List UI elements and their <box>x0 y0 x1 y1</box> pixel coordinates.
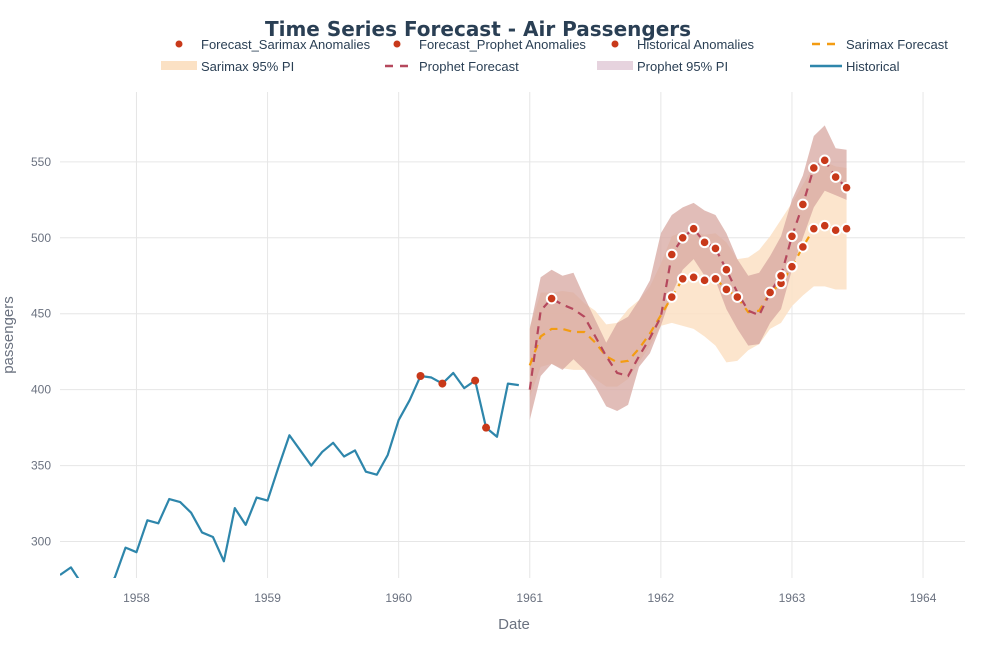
prophet-anomaly-point <box>676 232 689 244</box>
legend-item-historical: Historical <box>810 59 900 74</box>
y-tick-label: 450 <box>31 307 51 321</box>
sarimax-anomaly-point <box>764 286 776 299</box>
y-tick-label: 500 <box>31 231 51 245</box>
sarimax-anomaly-point <box>720 283 733 296</box>
y-tick-label: 400 <box>31 383 51 397</box>
sarimax-anomaly-point <box>786 260 798 273</box>
legend-item-sarimax-pi: Sarimax 95% PI <box>161 59 294 74</box>
y-axis-ticks: 300 350 400 450 500 550 <box>31 155 51 549</box>
legend-label: Forecast_Prophet Anomalies <box>419 37 586 52</box>
legend-label: Sarimax 95% PI <box>201 59 294 74</box>
x-tick-label: 1964 <box>910 591 937 605</box>
legend-label: Historical Anomalies <box>637 37 755 52</box>
legend-dot-icon <box>175 40 183 48</box>
legend-item-hist-anom: Historical Anomalies <box>611 37 755 52</box>
x-tick-label: 1959 <box>254 591 281 605</box>
sarimax-anomaly-point <box>840 222 853 235</box>
prophet-anomaly-point <box>775 269 787 282</box>
x-tick-label: 1958 <box>123 591 150 605</box>
plot-area <box>60 125 853 578</box>
prophet-anomaly-point <box>665 248 678 261</box>
legend-item-sarimax-anom: Forecast_Sarimax Anomalies <box>175 37 371 52</box>
y-axis-title: passengers <box>0 296 17 374</box>
sarimax-anomaly-point <box>709 273 722 285</box>
legend-item-prophet-anom: Forecast_Prophet Anomalies <box>393 37 586 52</box>
legend: Forecast_Sarimax Anomalies Forecast_Proph… <box>161 37 948 74</box>
x-axis-ticks: 1958 1959 1960 1961 1962 1963 1964 <box>123 591 937 605</box>
prophet-anomaly-point <box>698 236 711 249</box>
sarimax-anomaly-point <box>829 224 842 237</box>
legend-band-icon <box>161 61 197 70</box>
historical-line <box>60 371 519 578</box>
sarimax-anomaly-point <box>808 222 820 235</box>
y-tick-label: 300 <box>31 535 51 549</box>
chart-title: Time Series Forecast - Air Passengers <box>265 17 691 41</box>
y-tick-label: 350 <box>31 459 51 473</box>
x-tick-label: 1960 <box>385 591 412 605</box>
legend-band-icon <box>597 61 633 70</box>
legend-label: Sarimax Forecast <box>846 37 948 52</box>
prophet-anomaly-point <box>797 198 809 211</box>
prophet-anomaly-point <box>840 181 853 194</box>
x-tick-label: 1962 <box>648 591 675 605</box>
legend-dot-icon <box>393 40 401 48</box>
x-tick-label: 1963 <box>779 591 806 605</box>
prophet-anomaly-point <box>808 162 820 174</box>
sarimax-anomaly-point <box>731 291 744 303</box>
sarimax-anomaly-point <box>676 273 689 285</box>
prophet-anomaly-point <box>687 222 700 235</box>
prophet-anomaly-point <box>818 154 831 167</box>
legend-label: Prophet Forecast <box>419 59 519 74</box>
y-tick-label: 550 <box>31 155 51 169</box>
sarimax-anomaly-point <box>797 241 809 253</box>
historical-anomaly-point <box>416 372 425 381</box>
legend-label: Historical <box>846 59 900 74</box>
prophet-95-pi-band <box>529 125 847 421</box>
legend-item-prophet-pi: Prophet 95% PI <box>597 59 728 74</box>
prophet-anomaly-point <box>829 171 842 183</box>
prophet-anomaly-point <box>709 242 722 255</box>
historical-anomaly-point <box>482 423 491 432</box>
legend-label: Forecast_Sarimax Anomalies <box>201 37 371 52</box>
legend-item-sarimax: Sarimax Forecast <box>812 37 948 52</box>
historical-anomaly-point <box>471 376 480 385</box>
sarimax-anomaly-point <box>665 291 678 303</box>
prophet-anomaly-point <box>720 263 733 276</box>
legend-dot-icon <box>611 40 619 48</box>
legend-item-prophet: Prophet Forecast <box>385 59 519 74</box>
sarimax-anomaly-point <box>698 274 711 287</box>
sarimax-anomaly-point <box>818 219 831 232</box>
prophet-anomaly-point <box>786 230 798 243</box>
prophet-anomaly-point <box>545 292 558 305</box>
legend-label: Prophet 95% PI <box>637 59 728 74</box>
historical-anomaly-point <box>438 379 447 388</box>
x-tick-label: 1961 <box>516 591 543 605</box>
x-axis-title: Date <box>498 616 530 633</box>
sarimax-anomaly-point <box>687 271 700 284</box>
